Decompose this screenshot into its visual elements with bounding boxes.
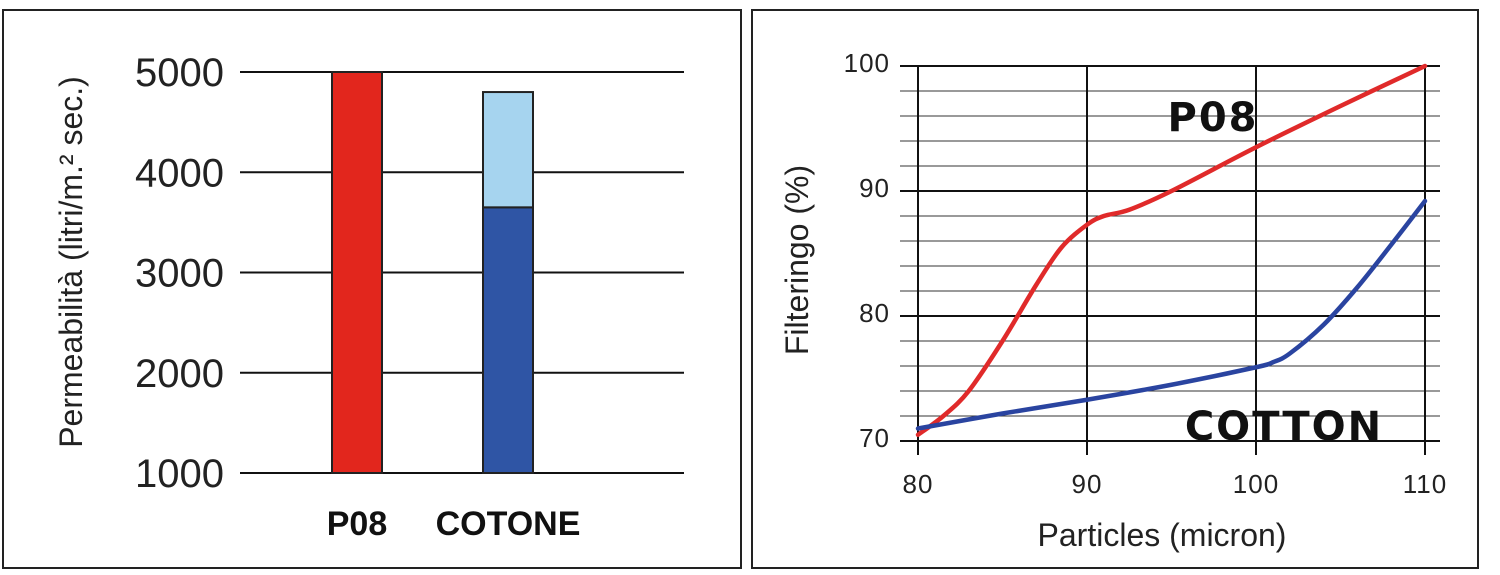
y-tick-label: 70: [859, 423, 890, 453]
y-tick-label: 3000: [135, 252, 224, 296]
y-tick-label: 80: [859, 298, 890, 328]
series-label-cotton: COTTON: [1185, 404, 1383, 450]
category-label-p08: P08: [327, 505, 388, 543]
right-series-lines: [915, 63, 1428, 437]
filtering-line-chart: 70 80 90 100 80 90 100 110 Filteringo (%) Part…: [751, 9, 1479, 569]
y-tick-label: 1000: [135, 452, 224, 496]
permeability-bar-chart: 1000 2000 3000 4000 5000 P08 COTONE Permeabil…: [2, 9, 742, 569]
left-y-tick-labels: 1000 2000 3000 4000 5000: [135, 51, 224, 496]
right-y-tick-labels: 70 80 90 100: [844, 48, 890, 453]
right-x-axis-title: Particles (micron): [1038, 517, 1287, 553]
y-tick-label: 100: [844, 48, 890, 78]
x-tick-label: 90: [1072, 469, 1103, 499]
left-y-axis-title: Permeabilità (litri/m.² sec.): [53, 76, 89, 448]
y-tick-label: 90: [859, 173, 890, 203]
series-line-p08: [915, 63, 1428, 437]
left-gridlines: [240, 71, 684, 474]
right-y-axis-title: Filteringo (%): [779, 165, 815, 355]
x-tick-label: 110: [1403, 469, 1447, 499]
series-line-cotton: [915, 198, 1428, 431]
y-tick-label: 5000: [135, 51, 224, 95]
series-label-p08: P08: [1168, 95, 1259, 141]
x-tick-label: 80: [903, 469, 934, 499]
category-label-cotone: COTONE: [436, 505, 581, 543]
y-tick-label: 2000: [135, 352, 224, 396]
bar-cotone-segment-0: [482, 206, 534, 474]
bar-cotone-segment-1: [482, 91, 534, 209]
left-bars: [331, 71, 534, 474]
bar-p08-segment-0: [331, 71, 383, 474]
left-category-labels: P08 COTONE: [327, 505, 581, 543]
x-tick-label: 100: [1233, 469, 1279, 499]
right-x-tick-labels: 80 90 100 110: [903, 469, 1447, 499]
y-tick-label: 4000: [135, 151, 224, 195]
